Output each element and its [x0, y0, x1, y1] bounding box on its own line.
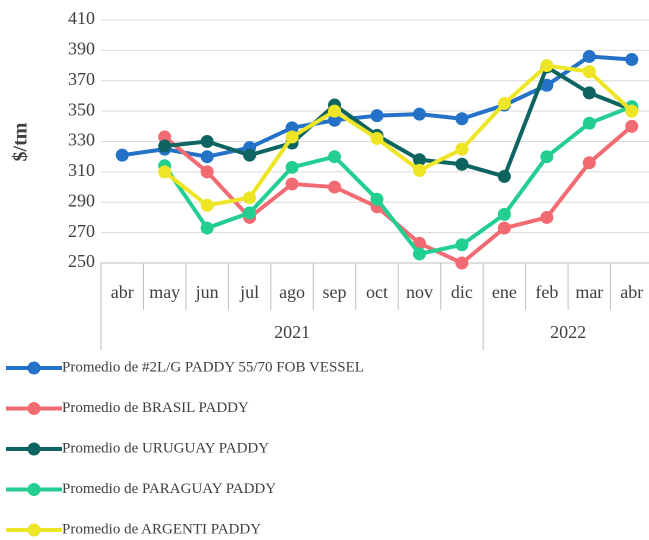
legend-marker — [27, 402, 41, 415]
data-point — [370, 192, 384, 206]
data-point — [412, 247, 426, 261]
y-tick-label: 370 — [68, 69, 95, 89]
x-tick-label: feb — [535, 282, 558, 302]
data-point — [115, 148, 129, 162]
data-point — [200, 221, 214, 235]
x-group-label: 2021 — [274, 322, 310, 342]
data-point — [412, 153, 426, 167]
data-point — [328, 150, 342, 164]
legend-marker — [27, 442, 41, 456]
y-tick-label: 250 — [68, 251, 95, 271]
data-point — [625, 119, 639, 133]
data-point — [328, 113, 342, 127]
data-point — [497, 207, 511, 221]
x-group-label: 2022 — [550, 322, 586, 342]
x-tick-label: ago — [279, 282, 305, 302]
data-point — [328, 104, 342, 118]
data-point — [540, 59, 554, 73]
data-point — [455, 238, 469, 252]
y-tick-label: 330 — [68, 130, 95, 150]
data-point — [370, 131, 384, 145]
data-point — [200, 135, 214, 148]
data-point — [540, 78, 554, 92]
series-line — [163, 104, 633, 256]
data-point — [200, 150, 214, 164]
legend-label: Promedio de URUGUAY PADDY — [62, 440, 269, 456]
legend-label: Promedio de #2L/G PADDY 55/70 FOB VESSEL — [62, 359, 364, 375]
data-point — [200, 165, 214, 179]
data-point — [412, 107, 426, 121]
data-point — [158, 165, 172, 179]
legend-label: Promedio de ARGENTI PADDY — [62, 521, 261, 537]
data-point — [582, 116, 596, 130]
legend-label: Promedio de PARAGUAY PADDY — [62, 481, 276, 497]
data-point — [285, 177, 299, 191]
data-point — [285, 130, 299, 144]
data-point — [158, 130, 172, 144]
y-tick-label: 390 — [68, 39, 95, 59]
data-point — [497, 169, 511, 183]
y-tick-label: 290 — [68, 190, 95, 210]
data-point — [582, 49, 596, 63]
legend-marker — [27, 483, 41, 496]
y-tick-label: 350 — [68, 99, 95, 119]
x-tick-label: ene — [492, 282, 517, 302]
data-point — [412, 163, 426, 177]
legend-marker — [27, 523, 41, 537]
y-tick-label: 410 — [68, 8, 95, 28]
legend-label: Promedio de BRASIL PADDY — [62, 400, 249, 416]
x-tick-label: oct — [366, 282, 388, 302]
data-point — [285, 160, 299, 174]
x-tick-label: jun — [195, 282, 219, 302]
data-point — [455, 256, 469, 270]
data-point — [243, 206, 257, 220]
data-point — [582, 86, 596, 100]
data-point — [540, 210, 554, 224]
data-point — [200, 198, 214, 212]
data-point — [582, 65, 596, 79]
data-point — [370, 109, 384, 123]
series-line — [163, 63, 634, 208]
data-point — [455, 142, 469, 156]
x-tick-label: abr — [111, 282, 134, 302]
data-point — [328, 180, 342, 194]
x-tick-label: may — [149, 282, 180, 302]
data-point — [582, 156, 596, 170]
series-line — [164, 65, 633, 179]
x-tick-label: jul — [239, 282, 259, 302]
y-axis-label: $/tm — [10, 122, 32, 161]
data-point — [243, 148, 257, 162]
data-point — [625, 52, 639, 66]
data-point — [625, 104, 639, 118]
x-tick-label: nov — [406, 282, 433, 302]
data-point — [455, 112, 469, 126]
x-tick-label: abr — [620, 282, 643, 302]
x-tick-label: sep — [323, 282, 347, 302]
y-tick-label: 270 — [68, 221, 95, 241]
data-point — [158, 139, 172, 153]
y-tick-label: 310 — [68, 160, 95, 180]
x-tick-label: mar — [575, 282, 603, 302]
data-point — [497, 221, 511, 235]
data-point — [540, 150, 554, 164]
data-point — [285, 121, 299, 135]
data-point — [497, 97, 511, 111]
x-tick-label: dic — [451, 282, 473, 302]
data-point — [455, 157, 469, 171]
legend-marker — [27, 361, 41, 375]
data-point — [243, 191, 257, 205]
